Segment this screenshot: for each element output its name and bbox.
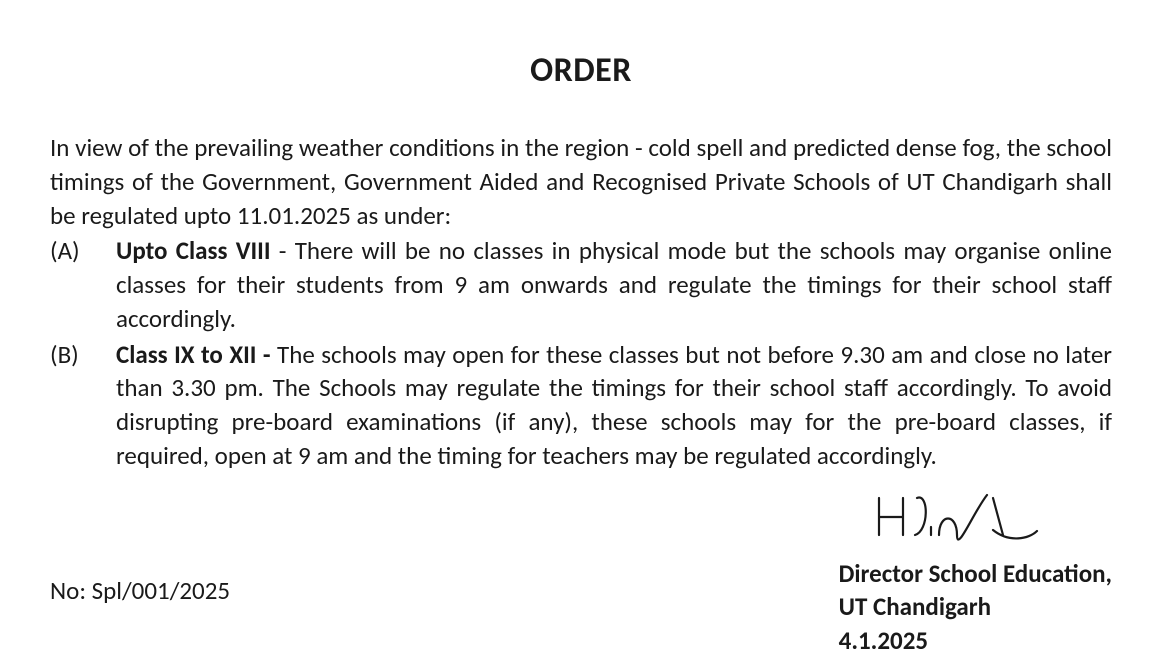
list-item: (B) Class IX to XII - The schools may op… <box>50 338 1112 473</box>
intro-paragraph: In view of the prevailing weather condit… <box>50 131 1112 232</box>
order-document: ORDER In view of the prevailing weather … <box>0 0 1162 668</box>
item-body: Upto Class VIII - There will be no class… <box>116 234 1112 335</box>
reference-number: No: Spl/001/2025 <box>50 575 230 658</box>
item-marker: (B) <box>50 338 116 473</box>
signatory-block: Director School Education, UT Chandigarh… <box>839 483 1112 658</box>
signatory-place: UT Chandigarh <box>839 590 1112 624</box>
item-marker: (A) <box>50 234 116 335</box>
order-list: (A) Upto Class VIII - There will be no c… <box>50 234 1112 472</box>
item-body: Class IX to XII - The schools may open f… <box>116 338 1112 473</box>
list-item: (A) Upto Class VIII - There will be no c… <box>50 234 1112 335</box>
signatory-date: 4.1.2025 <box>839 624 1112 658</box>
signature-image <box>869 483 1112 553</box>
item-lead: Class IX to XII - <box>116 339 271 370</box>
item-lead: Upto Class VIII <box>116 235 271 266</box>
signatory-designation: Director School Education, <box>839 557 1112 591</box>
item-sep: - <box>271 235 295 266</box>
footer-row: No: Spl/001/2025 Director School Educati… <box>50 483 1112 658</box>
document-title: ORDER <box>50 50 1112 91</box>
